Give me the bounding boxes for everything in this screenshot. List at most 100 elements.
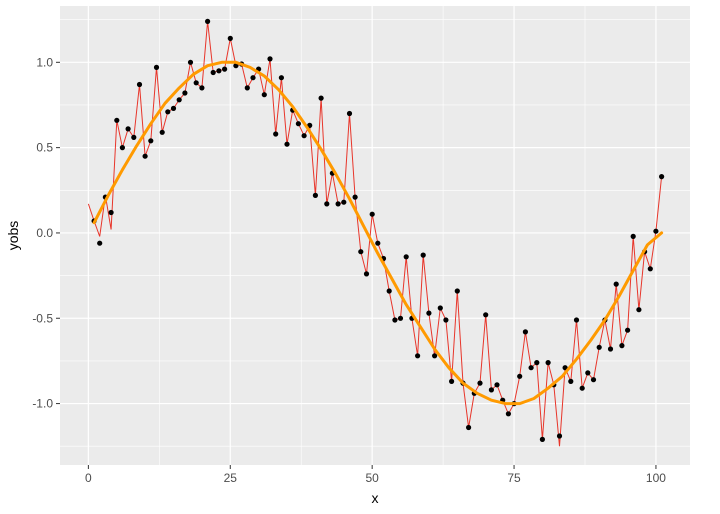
data-point [613,281,619,287]
data-point [369,211,375,217]
data-point [443,317,449,323]
data-point [199,85,205,91]
data-point [318,95,324,101]
data-point [352,194,358,200]
data-point [244,85,250,91]
minor-gridlines [60,6,690,465]
x-tick-label: 50 [365,471,379,485]
data-point [653,228,659,234]
data-point [301,133,307,139]
data-point [341,199,347,205]
data-point [267,56,273,62]
data-point [250,75,256,81]
data-point [517,373,523,379]
y-tick-label: -0.5 [32,311,53,325]
data-point [108,209,114,216]
data-point [466,424,472,431]
data-point [363,271,370,277]
data-point [528,365,534,371]
data-point [193,80,199,86]
data-point [568,378,574,384]
data-point [131,134,137,140]
data-point [222,66,228,72]
y-axis-title: yobs [5,221,21,251]
data-point [522,329,529,335]
data-point [284,141,290,147]
y-tick-label: -1.0 [32,397,53,411]
data-point [579,385,585,391]
x-axis-title: x [372,490,379,506]
data-point [562,365,568,371]
data-point [403,254,409,260]
data-point [165,109,171,115]
data-point [324,201,330,207]
data-point [136,81,143,88]
data-point [625,327,631,333]
y-tick-label: 0.5 [36,141,53,155]
data-point [205,18,211,24]
data-point [397,315,404,321]
data-point [295,121,301,127]
data-point [97,240,103,246]
data-point [176,97,182,103]
data-point [483,312,489,318]
data-point [454,288,460,294]
data-point [488,387,494,393]
data-point [636,307,642,313]
data-point [142,153,148,159]
data-point [119,145,125,151]
data-point [630,233,636,239]
data-point [346,110,353,117]
data-point [261,92,267,98]
x-axis-ticks: 0 25 50 75 100 [85,465,666,485]
data-point [114,117,120,123]
data-point [148,138,154,144]
data-point [426,310,432,316]
x-tick-label: 75 [507,471,521,485]
y-tick-label: 1.0 [36,55,53,69]
data-point [153,64,160,70]
data-point [227,35,233,42]
data-point [534,360,540,366]
data-point [210,69,216,76]
smooth-fit-line [92,60,664,406]
data-point [432,353,438,359]
x-tick-label: 0 [85,471,92,485]
data-point [170,105,177,111]
y-tick-label: 0.0 [36,226,53,240]
data-point [216,68,222,74]
data-point [505,411,511,417]
plot-panel [60,6,690,465]
data-point [182,90,188,96]
data-point [659,174,665,180]
x-tick-label: 25 [224,471,238,485]
data-point [545,360,551,366]
data-point [375,240,381,246]
data-point [590,377,597,383]
data-point [596,344,602,350]
y-axis-ticks: -1.0 -0.5 0.0 0.5 1.0 [32,55,60,411]
data-point [619,343,625,349]
data-point [233,63,239,69]
major-gridlines [60,6,690,465]
data-point [415,353,421,359]
data-point [539,436,546,442]
data-point [420,252,426,258]
x-tick-label: 100 [646,471,666,485]
data-point [386,288,392,294]
data-point [312,192,318,198]
data-point [437,305,443,311]
data-point [494,382,500,388]
data-point [585,370,591,376]
data-point [335,201,341,207]
data-point [573,317,580,323]
data-point [125,126,131,132]
data-point [449,378,455,384]
data-point [187,59,194,65]
data-point [159,129,165,135]
data-point [358,249,364,255]
data-point [607,346,614,352]
data-point [278,75,284,81]
